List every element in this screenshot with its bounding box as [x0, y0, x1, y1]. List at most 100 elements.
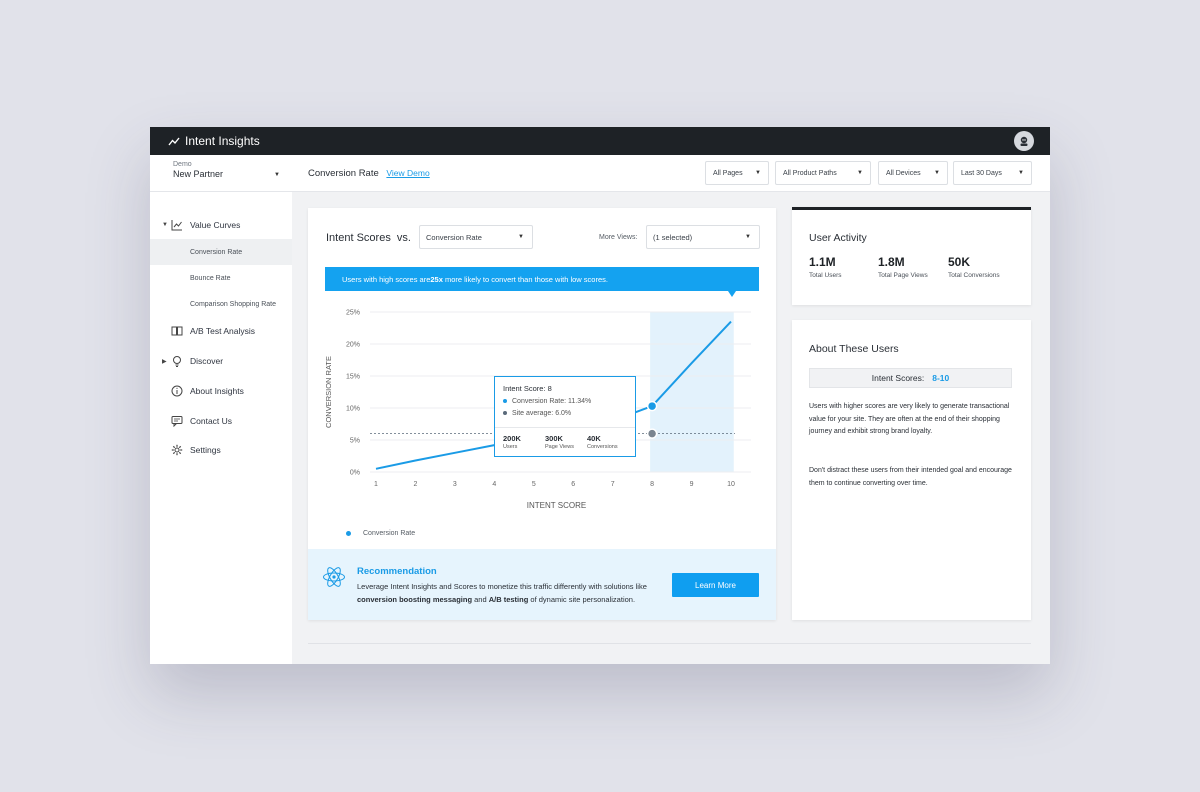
sidebar-subitem-conversion-rate[interactable]: Conversion Rate: [150, 239, 292, 265]
chevron-down-icon: ▼: [934, 170, 940, 176]
sidebar-item-about-insights[interactable]: About Insights: [150, 378, 292, 404]
sidebar-item-ab-test[interactable]: A/B Test Analysis: [150, 318, 292, 344]
tooltip-stat-page-views: 300K Page Views: [545, 434, 574, 450]
sidebar: ▼ Value Curves Conversion Rate Bounce Ra…: [150, 192, 292, 664]
metric-select[interactable]: Conversion Rate ▼: [419, 225, 533, 249]
chart-card: Intent Scores vs. Conversion Rate ▼ More…: [308, 208, 776, 620]
sidebar-item-label: A/B Test Analysis: [190, 326, 256, 336]
more-views-select[interactable]: (1 selected) ▼: [646, 225, 760, 249]
recommendation-title: Recommendation: [357, 566, 437, 577]
y-tick-label: 10%: [346, 406, 360, 413]
user-activity-card: User Activity 1.1M Total Users 1.8M Tota…: [792, 207, 1031, 305]
stat-value: 1.8M: [878, 255, 905, 269]
x-tick-label: 9: [690, 481, 694, 488]
partner-label: Demo: [173, 161, 192, 168]
chevron-down-icon: ▼: [518, 234, 524, 240]
trend-line-icon: [168, 137, 180, 145]
filter-bar: Demo New Partner ▼ Conversion Rate View …: [150, 155, 1050, 192]
x-tick-label: 10: [727, 481, 735, 488]
x-tick-label: 4: [492, 481, 496, 488]
page-title: Conversion Rate: [308, 168, 379, 179]
app-window: Intent Insights Demo New Partner ▼ Conve…: [150, 127, 1050, 664]
stat-total-conversions: 50K Total Conversions: [948, 255, 1000, 279]
x-tick-label: 8: [650, 481, 654, 488]
about-users-card: About These Users Intent Scores: 8-10 Us…: [792, 320, 1031, 620]
tooltip-stat-label: Users: [503, 444, 518, 450]
caret-right-icon: ▶: [162, 358, 167, 365]
filter-product-paths-value: All Product Paths: [783, 169, 837, 177]
sidebar-item-label: About Insights: [190, 386, 244, 396]
insight-banner: Users with high scores are 25x more like…: [325, 267, 759, 291]
sidebar-item-label: Contact Us: [190, 416, 233, 426]
view-demo-link[interactable]: View Demo: [386, 168, 430, 178]
filter-pages[interactable]: All Pages ▼: [705, 161, 769, 185]
sidebar-item-label: Discover: [190, 356, 224, 366]
legend-dot-icon: [346, 531, 351, 536]
user-avatar-icon: [1020, 136, 1028, 146]
book-icon: [171, 326, 183, 336]
sidebar-item-contact-us[interactable]: Contact Us: [150, 408, 292, 434]
chevron-down-icon: ▼: [755, 170, 761, 176]
chevron-down-icon[interactable]: ▼: [274, 172, 280, 178]
divider: [308, 643, 1031, 644]
data-point: [646, 400, 658, 412]
chevron-down-icon: ▼: [857, 170, 863, 176]
line-chart-icon: [171, 220, 182, 231]
info-icon: [171, 385, 183, 397]
filter-date-range-value: Last 30 Days: [961, 169, 1002, 177]
x-tick-label: 7: [611, 481, 615, 488]
legend-label: Conversion Rate: [363, 530, 416, 537]
series-dot-icon: [503, 399, 507, 404]
banner-text-pre: Users with high scores are: [342, 274, 431, 284]
stat-label: Total Users: [809, 272, 842, 279]
x-tick-label: 6: [571, 481, 575, 488]
reco-text-3: of dynamic site personalization.: [528, 595, 636, 604]
reco-bold-1: conversion boosting messaging: [357, 595, 473, 604]
filter-product-paths[interactable]: All Product Paths ▼: [775, 161, 871, 185]
partner-selector[interactable]: Demo New Partner: [173, 161, 223, 179]
tooltip-stat-label: Page Views: [545, 444, 574, 450]
breadcrumb: Conversion Rate View Demo: [308, 168, 430, 179]
learn-more-button[interactable]: Learn More: [672, 573, 759, 597]
sidebar-item-label: Value Curves: [190, 220, 241, 230]
y-axis-title: CONVERSION RATE: [324, 356, 333, 428]
more-views-value: (1 selected): [653, 232, 693, 242]
user-activity-title: User Activity: [809, 232, 867, 244]
reco-bold-2: A/B testing: [488, 595, 529, 604]
sidebar-subitem-comparison-shopping-rate[interactable]: Comparison Shopping Rate: [150, 291, 292, 317]
x-tick-label: 2: [413, 481, 417, 488]
score-range-value: 8-10: [932, 373, 950, 383]
sidebar-item-settings[interactable]: Settings: [150, 437, 292, 463]
filter-devices-value: All Devices: [886, 169, 921, 177]
gear-icon: [171, 444, 183, 456]
tooltip-average-row: Site average: 6.0%: [503, 410, 571, 417]
recommendation-panel: Recommendation Leverage Intent Insights …: [308, 549, 776, 620]
sidebar-item-value-curves[interactable]: ▼ Value Curves: [150, 212, 292, 238]
sidebar-subitem-label: Conversion Rate: [190, 248, 243, 256]
filter-date-range[interactable]: Last 30 Days ▼: [953, 161, 1032, 185]
sidebar-item-label: Settings: [190, 445, 221, 455]
more-views-label: More Views:: [599, 234, 638, 241]
y-tick-label: 5%: [350, 438, 360, 445]
tooltip-stat-value: 300K: [545, 434, 563, 443]
about-users-title: About These Users: [809, 343, 899, 355]
tooltip-stat-value: 200K: [503, 434, 521, 443]
tooltip-stat-users: 200K Users: [503, 434, 521, 450]
y-tick-label: 0%: [350, 470, 360, 477]
partner-name: New Partner: [173, 169, 224, 179]
filter-pages-value: All Pages: [713, 169, 743, 177]
tooltip-stat-label: Conversions: [587, 444, 618, 450]
stat-value: 50K: [948, 255, 971, 269]
score-range-label: Intent Scores:: [871, 373, 925, 383]
banner-text-post: more likely to convert than those with l…: [442, 274, 608, 284]
reco-text-1: Leverage Intent Insights and Scores to m…: [357, 582, 647, 591]
avatar[interactable]: [1014, 131, 1034, 151]
chevron-down-icon: ▼: [1018, 170, 1024, 176]
chart-title-text: Intent Scores: [326, 232, 391, 244]
sidebar-subitem-bounce-rate[interactable]: Bounce Rate: [150, 265, 292, 291]
average-dot-icon: [503, 411, 507, 416]
sidebar-item-discover[interactable]: ▶ Discover: [150, 348, 292, 374]
brand[interactable]: Intent Insights: [168, 134, 260, 148]
filter-devices[interactable]: All Devices ▼: [878, 161, 948, 185]
tooltip-conversion-row: Conversion Rate: 11.34%: [503, 398, 591, 405]
